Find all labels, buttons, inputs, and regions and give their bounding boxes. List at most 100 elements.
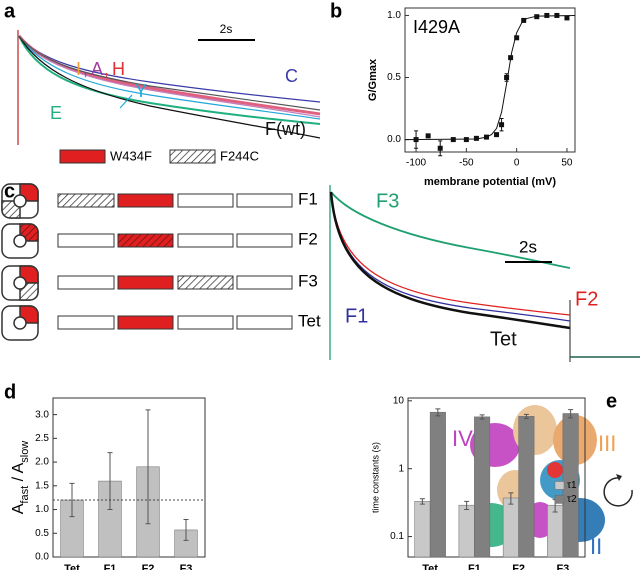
y-tick-label: 0.5 — [387, 72, 401, 83]
point — [554, 12, 560, 18]
legend-label: F244C — [220, 148, 259, 163]
y-tick-label: 10 — [393, 395, 405, 406]
point — [499, 122, 505, 128]
point — [483, 134, 489, 140]
y-tick-label: 1 — [398, 463, 404, 474]
trace-label: , — [83, 59, 88, 79]
trace-label: Y — [135, 81, 147, 101]
trace-label: F2 — [575, 288, 598, 310]
error-bar — [145, 409, 151, 525]
trace-label: , — [104, 59, 109, 79]
domain-label: III — [598, 431, 616, 456]
trace-ref — [18, 35, 321, 111]
point — [544, 12, 550, 18]
trace-label: F3 — [376, 190, 399, 212]
y-axis-label-part: fast — [19, 486, 31, 504]
point — [564, 15, 570, 21]
x-tick-label: F1 — [104, 563, 117, 570]
y-tick-label: 0.0 — [35, 552, 49, 563]
row-label: F3 — [298, 271, 318, 290]
trace-label: F(wt) — [265, 119, 306, 139]
point — [534, 14, 540, 20]
panel-label: c — [4, 180, 15, 202]
trace-y — [18, 35, 321, 120]
row-f2 — [57, 233, 293, 248]
scale-label: 2s — [220, 22, 233, 36]
x-axis-label: membrane potential (mV) — [424, 176, 556, 188]
row-tet — [57, 315, 293, 330]
y-tick-label: 3.0 — [35, 409, 49, 420]
x-tick-label: F3 — [556, 563, 569, 570]
x-tick-label: Tet — [422, 563, 438, 570]
trace-label: H — [112, 59, 125, 79]
legend-swatch — [554, 481, 565, 490]
bar — [518, 416, 535, 558]
point — [504, 75, 510, 81]
bar — [429, 411, 446, 558]
x-tick-label: -50 — [459, 158, 474, 169]
plot-frame — [407, 397, 586, 558]
trace-a — [18, 35, 321, 118]
point — [437, 145, 443, 151]
error-bar — [69, 482, 75, 518]
error-bar — [508, 492, 514, 505]
error-bar — [523, 413, 529, 419]
plot-frame — [404, 7, 576, 153]
domain-label: II — [590, 534, 602, 559]
domain-label: IV — [452, 426, 473, 451]
point — [450, 137, 456, 143]
y-axis-label: G/Gmax — [367, 58, 379, 101]
legend-swatch — [169, 149, 216, 164]
y-tick-label: 0.5 — [35, 528, 49, 539]
panel-label: d — [4, 381, 16, 403]
panel-label: a — [4, 0, 16, 22]
y-axis-label-part: A — [10, 503, 27, 514]
x-tick-label: F2 — [512, 563, 525, 570]
y-axis-label-part: slow — [19, 441, 31, 463]
error-bar — [183, 519, 189, 541]
point — [508, 55, 514, 61]
trace-label: I — [76, 59, 81, 79]
trace-wt — [18, 35, 321, 139]
legend-swatch — [554, 495, 565, 504]
x-tick-label: 50 — [561, 158, 573, 169]
y-tick-label: 0.0 — [387, 134, 401, 145]
point — [413, 137, 419, 143]
plot-frame — [52, 397, 206, 558]
error-bar — [435, 408, 441, 417]
point — [425, 133, 431, 139]
y-axis-label: Afast / Aslow — [10, 441, 31, 515]
error-bar — [568, 409, 574, 419]
error-bar — [419, 498, 425, 505]
panel-label: b — [330, 0, 342, 22]
y-tick-label: 1.0 — [35, 504, 49, 515]
row-f3 — [57, 275, 293, 290]
y-tick-label: 1.5 — [35, 480, 49, 491]
row-label: F2 — [298, 229, 318, 248]
x-tick-label: 0 — [514, 158, 520, 169]
y-tick-label: 2.0 — [35, 457, 49, 468]
trace-e — [18, 35, 321, 125]
panel-c-traces — [329, 185, 640, 362]
y-tick-label: 0.1 — [390, 531, 404, 542]
panel-label: e — [606, 390, 617, 412]
y-axis-label: time constants (s) — [370, 442, 380, 513]
bar — [414, 501, 431, 558]
point — [473, 135, 479, 141]
trace-f3 — [330, 191, 571, 269]
legend-label: τ1 — [567, 480, 577, 491]
trace-label: C — [285, 66, 298, 86]
x-tick-label: Tet — [64, 563, 80, 570]
bar — [474, 416, 491, 558]
row-label: Tet — [298, 311, 321, 330]
row-f1 — [57, 193, 293, 208]
error-bar — [464, 500, 470, 511]
trace-f2 — [330, 191, 571, 316]
legend-label: τ2 — [567, 494, 577, 505]
chart-title: I429A — [413, 17, 460, 37]
pointer — [119, 94, 133, 109]
x-tick-label: F3 — [180, 563, 193, 570]
error-bar — [479, 414, 485, 420]
trace-iah — [17, 35, 321, 116]
